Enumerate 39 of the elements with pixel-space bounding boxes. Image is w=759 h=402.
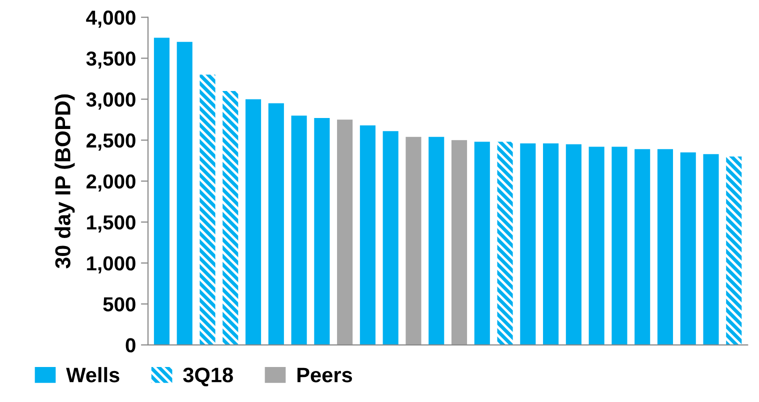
bar	[200, 74, 216, 345]
bar	[657, 149, 674, 345]
bar	[703, 154, 719, 345]
bar	[406, 136, 422, 345]
y-tick-label: 4,000	[86, 10, 136, 28]
y-tick-label: 1,500	[87, 215, 136, 232]
bar	[612, 146, 628, 345]
bar	[360, 125, 376, 345]
y-tick-label: 2,000	[86, 174, 136, 192]
bar	[428, 136, 444, 345]
y-axis-title: 30 day IP (BOPD)	[54, 94, 75, 268]
bar	[268, 103, 284, 345]
bar	[337, 120, 353, 345]
bar	[291, 116, 307, 345]
bar	[176, 42, 192, 345]
bar	[154, 38, 170, 345]
legend-label: 3Q18	[183, 368, 233, 386]
bar	[543, 143, 559, 345]
bar	[451, 140, 468, 345]
legend-label: Wells	[66, 367, 120, 382]
legend-label: Peers	[297, 368, 352, 382]
bar	[497, 142, 513, 345]
bar	[314, 118, 330, 345]
y-tick-label: 500	[103, 297, 136, 312]
bar	[726, 156, 742, 345]
y-tick-label: 3,000	[86, 92, 136, 110]
bar	[520, 143, 536, 345]
bar	[474, 142, 490, 345]
bar	[246, 99, 262, 345]
bar	[634, 149, 650, 345]
y-tick-label: 2,500	[86, 133, 136, 151]
y-tick-label: 0	[126, 338, 136, 352]
y-tick-label: 3,500	[86, 51, 136, 69]
bar	[222, 91, 238, 345]
bar	[680, 152, 696, 345]
bar	[566, 144, 582, 345]
bar	[588, 146, 604, 345]
y-tick-label: 1,000	[87, 256, 136, 274]
bar	[382, 131, 398, 345]
